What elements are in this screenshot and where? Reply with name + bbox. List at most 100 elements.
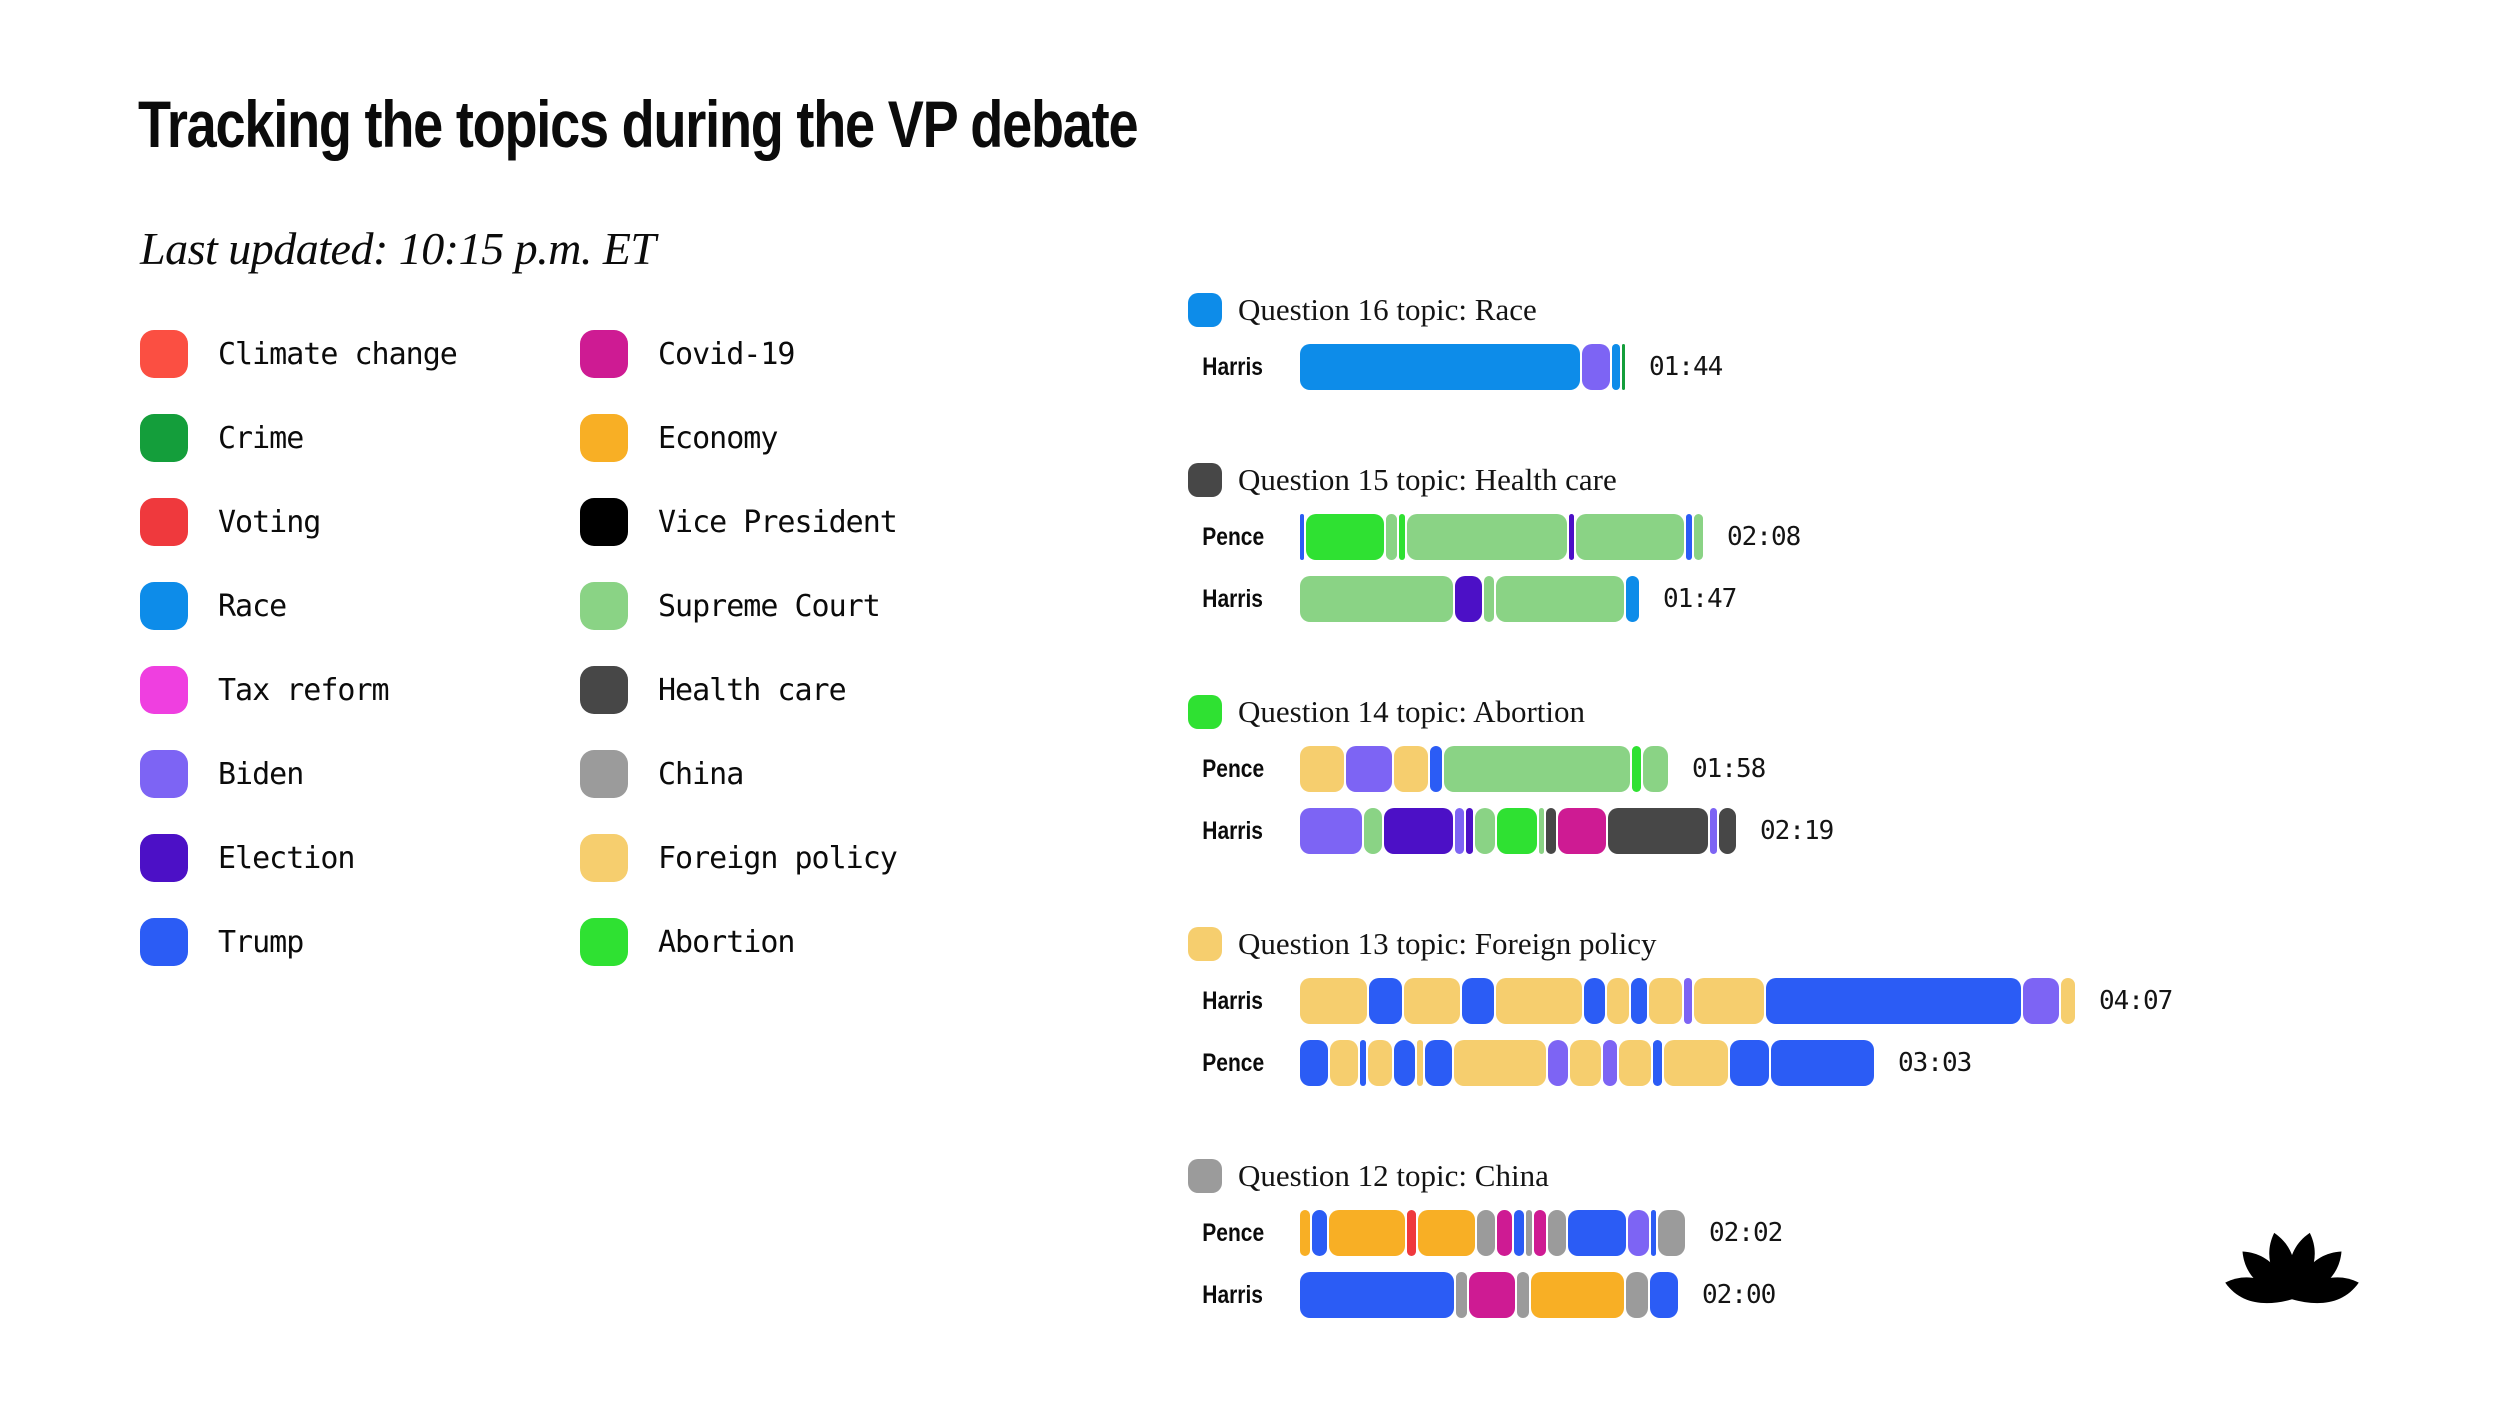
legend-swatch-covid xyxy=(580,330,628,378)
timeline-bar xyxy=(1300,1040,1874,1086)
legend-swatch-climate xyxy=(140,330,188,378)
legend-item-abortion: Abortion xyxy=(580,918,1020,966)
legend-item-health: Health care xyxy=(580,666,1020,714)
question-topic-swatch xyxy=(1188,927,1222,961)
bar-segment-health xyxy=(1608,808,1708,854)
speaker-row-pence: Pence 02:02 xyxy=(1188,1210,2172,1256)
bar-segment-crime xyxy=(1622,344,1625,390)
legend-swatch-vp xyxy=(580,498,628,546)
nbc-peacock-logo xyxy=(2225,1224,2359,1304)
bar-segment-abortion xyxy=(1632,746,1641,792)
bar-segment-abortion xyxy=(1497,808,1537,854)
question-title: Question 13 topic: Foreign policy xyxy=(1238,926,1657,961)
bar-segment-covid xyxy=(1558,808,1606,854)
bar-segment-election xyxy=(1466,808,1473,854)
bar-segment-covid xyxy=(1497,1210,1512,1256)
legend-item-trump: Trump xyxy=(140,918,580,966)
bar-segment-supreme xyxy=(1386,514,1397,560)
legend-item-foreign: Foreign policy xyxy=(580,834,1020,882)
question-13-header: Question 13 topic: Foreign policy xyxy=(1188,926,2172,962)
bar-segment-trump xyxy=(1300,1040,1328,1086)
bar-segment-trump xyxy=(1369,978,1402,1024)
bar-segment-supreme xyxy=(1539,808,1544,854)
bar-segment-china xyxy=(1526,1210,1532,1256)
speaker-row-harris: Harris 04:07 xyxy=(1188,978,2173,1024)
bar-segment-china xyxy=(1517,1272,1529,1318)
legend-swatch-tax xyxy=(140,666,188,714)
legend-swatch-china xyxy=(580,750,628,798)
legend-item-tax: Tax reform xyxy=(140,666,580,714)
timeline-bar xyxy=(1300,808,1736,854)
legend-label-foreign: Foreign policy xyxy=(658,840,898,876)
legend-item-crime: Crime xyxy=(140,414,580,462)
bar-segment-economy xyxy=(1531,1272,1624,1318)
bar-segment-foreign xyxy=(1607,978,1629,1024)
speaker-label: Harris xyxy=(1202,352,1263,381)
bar-segment-foreign xyxy=(1619,1040,1651,1086)
legend-label-crime: Crime xyxy=(218,420,304,456)
legend-label-race: Race xyxy=(218,588,287,624)
bar-segment-supreme xyxy=(1694,514,1703,560)
legend-label-vp: Vice President xyxy=(658,504,898,540)
bar-segment-election xyxy=(1384,808,1453,854)
peacock-feather xyxy=(2242,1251,2292,1300)
question-16-block: Question 16 topic: Race Harris 01:44 xyxy=(1188,292,2172,390)
bar-segment-supreme xyxy=(1496,576,1624,622)
bar-segment-health xyxy=(1719,808,1736,854)
time-label: 02:08 xyxy=(1727,522,1801,552)
peacock-feather xyxy=(2269,1232,2296,1300)
speaker-row-harris: Harris 01:44 xyxy=(1188,344,2172,390)
speaker-row-pence: Pence 02:08 xyxy=(1188,514,2172,560)
legend-swatch-voting xyxy=(140,498,188,546)
bar-segment-foreign xyxy=(1454,1040,1546,1086)
question-14-header: Question 14 topic: Abortion xyxy=(1188,694,2172,730)
bar-segment-trump xyxy=(1430,746,1442,792)
legend-label-voting: Voting xyxy=(218,504,321,540)
time-label: 01:58 xyxy=(1692,754,1766,784)
bar-segment-abortion xyxy=(1306,514,1384,560)
bar-segment-biden xyxy=(1628,1210,1649,1256)
bar-segment-trump xyxy=(1360,1040,1366,1086)
bar-segment-foreign xyxy=(1496,978,1582,1024)
bar-segment-china xyxy=(1548,1210,1566,1256)
timeline-bar xyxy=(1300,576,1639,622)
timeline-bar xyxy=(1300,344,1625,390)
bar-segment-trump xyxy=(1730,1040,1769,1086)
bar-segment-trump xyxy=(1462,978,1494,1024)
legend-swatch-supreme xyxy=(580,582,628,630)
bar-segment-abortion xyxy=(1399,514,1405,560)
speaker-label: Harris xyxy=(1202,1280,1263,1309)
legend-label-health: Health care xyxy=(658,672,847,708)
legend-swatch-crime xyxy=(140,414,188,462)
question-title: Question 15 topic: Health care xyxy=(1238,462,1617,497)
legend-label-abortion: Abortion xyxy=(658,924,795,960)
legend-item-covid: Covid-19 xyxy=(580,330,1020,378)
bar-segment-supreme xyxy=(1407,514,1567,560)
bar-segment-trump xyxy=(1651,1210,1656,1256)
bar-segment-race xyxy=(1300,344,1580,390)
legend-swatch-biden xyxy=(140,750,188,798)
bar-segment-supreme xyxy=(1475,808,1495,854)
time-label: 03:03 xyxy=(1898,1048,1972,1078)
debate-topic-chart: Question 16 topic: Race Harris 01:44 Questi… xyxy=(1188,292,2173,1390)
bar-segment-biden xyxy=(1548,1040,1568,1086)
bar-segment-trump xyxy=(1300,1272,1454,1318)
bar-segment-trump xyxy=(1394,1040,1415,1086)
question-12-header: Question 12 topic: China xyxy=(1188,1158,2172,1194)
bar-segment-biden xyxy=(1300,808,1362,854)
bar-segment-race xyxy=(1612,344,1620,390)
bar-segment-trump xyxy=(1312,1210,1327,1256)
time-label: 01:47 xyxy=(1663,584,1737,614)
bar-segment-trump xyxy=(1771,1040,1874,1086)
question-topic-swatch xyxy=(1188,463,1222,497)
speaker-label: Pence xyxy=(1202,754,1265,783)
legend-swatch-trump xyxy=(140,918,188,966)
legend-item-china: China xyxy=(580,750,1020,798)
bar-segment-foreign xyxy=(1330,1040,1358,1086)
bar-segment-race xyxy=(1626,576,1639,622)
bar-segment-supreme xyxy=(1643,746,1668,792)
legend-item-supreme: Supreme Court xyxy=(580,582,1020,630)
bar-segment-biden xyxy=(1582,344,1610,390)
bar-segment-economy xyxy=(1300,1210,1310,1256)
peacock-feather xyxy=(2288,1232,2315,1300)
